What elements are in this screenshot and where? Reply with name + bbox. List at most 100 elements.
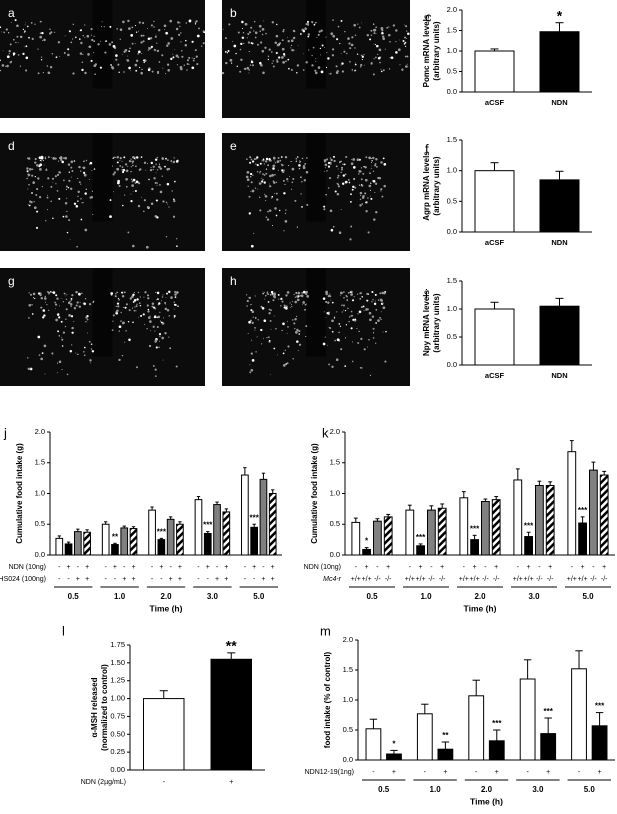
cell-signal bbox=[340, 348, 343, 351]
cell-signal bbox=[158, 302, 161, 305]
cell-signal bbox=[262, 173, 264, 175]
cell-signal bbox=[130, 178, 133, 181]
cell-signal bbox=[130, 166, 132, 168]
cell-signal bbox=[150, 167, 152, 169]
y-tick-label: 0.5 bbox=[447, 332, 457, 341]
y-tick-label: 0.75 bbox=[110, 711, 125, 720]
cell-signal bbox=[274, 173, 276, 176]
cell-signal bbox=[40, 296, 44, 300]
cell-signal bbox=[108, 43, 112, 46]
cell-signal bbox=[277, 293, 280, 296]
cell-signal bbox=[371, 165, 372, 167]
cell-signal bbox=[240, 42, 243, 46]
cell-signal bbox=[53, 31, 56, 33]
cell-signal bbox=[152, 306, 156, 309]
cell-signal bbox=[344, 309, 347, 312]
cell-signal bbox=[172, 215, 176, 218]
cell-signal bbox=[166, 182, 170, 186]
cell-signal bbox=[325, 66, 328, 69]
cell-signal bbox=[153, 177, 156, 180]
cell-signal bbox=[141, 68, 143, 70]
cell-signal bbox=[70, 166, 73, 169]
y-axis-label: Pomc mRNA levels bbox=[422, 14, 431, 87]
cell-signal bbox=[227, 50, 230, 52]
cell-signal bbox=[140, 156, 143, 158]
cell-signal bbox=[406, 63, 408, 65]
cell-signal bbox=[145, 169, 147, 171]
cell-signal bbox=[297, 291, 301, 295]
cell-signal bbox=[370, 62, 373, 65]
cell-signal bbox=[175, 27, 179, 31]
error-bar bbox=[591, 461, 596, 471]
y-tick-label: 0.0 bbox=[447, 227, 457, 236]
cell-signal bbox=[122, 170, 125, 174]
cell-signal bbox=[325, 36, 327, 38]
cell-signal bbox=[143, 59, 145, 62]
cell-signal bbox=[45, 168, 47, 170]
cell-signal bbox=[90, 59, 93, 62]
cell-signal bbox=[305, 170, 309, 174]
cell-signal bbox=[245, 175, 249, 179]
cell-signal bbox=[81, 167, 83, 169]
cell-signal bbox=[165, 303, 167, 305]
cell-signal bbox=[379, 61, 381, 64]
cell-signal bbox=[188, 56, 191, 59]
cell-signal bbox=[287, 345, 290, 348]
cell-signal bbox=[16, 35, 19, 38]
bar bbox=[535, 485, 544, 556]
cell-signal bbox=[370, 157, 372, 159]
cell-signal bbox=[142, 21, 145, 25]
significance: *** bbox=[492, 719, 502, 728]
condition-sign: +/+ bbox=[567, 576, 577, 583]
cell-signal bbox=[143, 296, 145, 298]
cell-signal bbox=[159, 167, 163, 170]
cell-signal bbox=[287, 58, 290, 61]
cell-signal bbox=[140, 196, 142, 198]
cell-signal bbox=[329, 72, 332, 75]
cell-signal bbox=[165, 201, 168, 204]
cell-signal bbox=[297, 45, 299, 46]
cell-signal bbox=[188, 63, 190, 65]
cell-signal bbox=[91, 170, 93, 171]
cell-signal bbox=[407, 66, 409, 68]
x-tick-label: NDN bbox=[551, 98, 567, 107]
cell-signal bbox=[359, 198, 362, 201]
cell-signal bbox=[56, 297, 59, 300]
cell-signal bbox=[146, 27, 149, 30]
ventricle bbox=[306, 133, 326, 222]
cell-signal bbox=[85, 321, 87, 323]
cell-signal bbox=[115, 54, 118, 57]
cell-signal bbox=[39, 293, 42, 297]
cell-signal bbox=[352, 158, 356, 161]
cell-signal bbox=[265, 172, 268, 175]
cell-signal bbox=[343, 309, 345, 311]
cell-signal bbox=[324, 167, 326, 169]
cell-signal bbox=[311, 64, 314, 67]
cell-signal bbox=[304, 308, 306, 311]
cell-signal bbox=[56, 372, 58, 374]
cell-signal bbox=[40, 59, 43, 61]
cell-signal bbox=[25, 56, 29, 60]
cell-signal bbox=[268, 56, 270, 58]
cell-signal bbox=[165, 297, 167, 298]
cell-signal bbox=[374, 182, 378, 185]
cell-signal bbox=[388, 33, 391, 37]
cell-signal bbox=[251, 339, 253, 341]
cell-signal bbox=[370, 182, 372, 184]
error-bar bbox=[575, 650, 583, 669]
cell-signal bbox=[357, 23, 359, 25]
cell-signal bbox=[249, 172, 253, 176]
condition-sign: + bbox=[548, 564, 552, 571]
cell-signal bbox=[407, 32, 410, 36]
cell-signal bbox=[368, 184, 372, 188]
cell-signal bbox=[271, 195, 274, 198]
cell-signal bbox=[381, 29, 384, 32]
cell-signal bbox=[31, 174, 34, 177]
cell-signal bbox=[354, 186, 357, 189]
error-bar bbox=[490, 162, 499, 171]
cell-signal bbox=[99, 40, 102, 42]
cell-signal bbox=[22, 28, 25, 31]
cell-signal bbox=[261, 180, 264, 183]
condition-sign: - bbox=[216, 564, 219, 571]
cell-signal bbox=[30, 22, 33, 24]
